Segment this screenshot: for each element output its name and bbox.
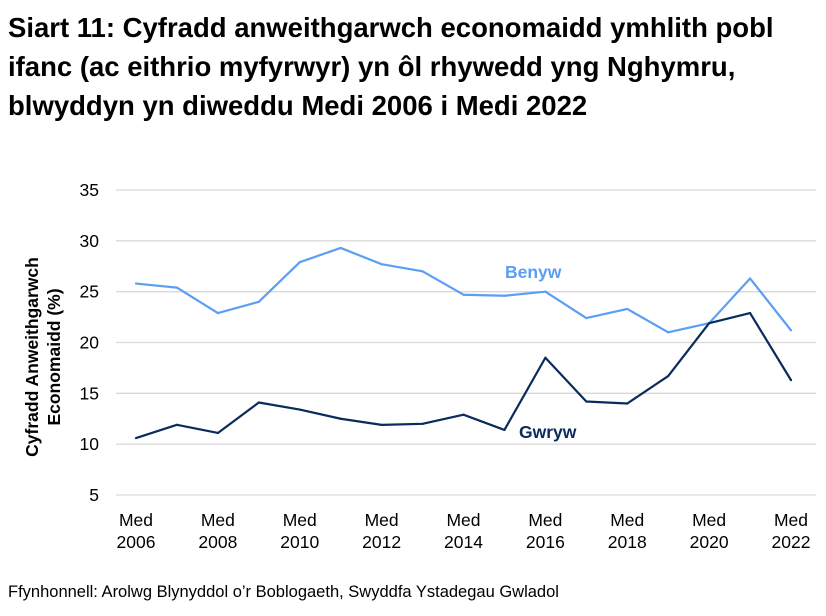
data-point-gwryw: [175, 423, 179, 426]
x-tick-label: Med: [528, 510, 562, 530]
data-point-benyw: [257, 300, 260, 303]
series-label-gwryw: Gwryw: [519, 422, 577, 442]
x-tick-label: 2020: [690, 532, 729, 552]
x-tick-label: Med: [446, 510, 480, 530]
x-tick-label: Med: [692, 510, 726, 530]
y-tick-label: 15: [80, 383, 99, 403]
data-point-gwryw: [789, 379, 793, 382]
x-tick-label: 2006: [117, 532, 156, 552]
data-point-benyw: [626, 307, 629, 311]
data-point-benyw: [339, 246, 342, 250]
x-tick-label: 2010: [280, 532, 319, 552]
x-tick-label: Med: [119, 510, 153, 530]
data-point-gwryw: [462, 413, 465, 416]
y-tick-label: 35: [80, 180, 99, 200]
chart-title: Siart 11: Cyfradd anweithgarwch economai…: [8, 12, 774, 121]
data-point-benyw: [667, 331, 670, 334]
data-point-benyw: [789, 329, 793, 332]
data-point-benyw: [462, 293, 465, 296]
data-point-gwryw: [257, 401, 260, 404]
x-tick-label: 2022: [772, 532, 811, 552]
data-point-gwryw: [380, 423, 383, 426]
data-point-gwryw: [585, 400, 588, 403]
x-tick-label: Med: [201, 510, 235, 530]
data-point-benyw: [380, 263, 383, 266]
data-point-gwryw: [134, 436, 138, 440]
x-tick-label: Med: [774, 510, 808, 530]
data-point-benyw: [585, 317, 588, 320]
series-label-benyw: Benyw: [505, 262, 562, 282]
x-tick-label: 2016: [526, 532, 565, 552]
source-note: Ffynhonnell: Arolwg Blynyddol o’r Boblog…: [8, 583, 559, 601]
x-tick-label: Med: [283, 510, 317, 530]
data-point-gwryw: [298, 408, 301, 411]
y-axis-label: Economaidd (%): [44, 288, 64, 425]
y-tick-label: 30: [80, 231, 100, 251]
data-point-gwryw: [216, 431, 219, 435]
data-point-benyw: [503, 294, 506, 297]
data-point-benyw: [544, 290, 547, 293]
data-point-gwryw: [748, 311, 752, 315]
x-tick-label: 2012: [362, 532, 401, 552]
y-tick-label: 25: [80, 282, 99, 302]
data-point-gwryw: [708, 322, 711, 325]
x-tick-label: 2008: [198, 532, 237, 552]
data-point-benyw: [134, 282, 138, 285]
data-point-benyw: [298, 261, 301, 264]
y-tick-label: 5: [89, 485, 99, 505]
y-axis-label: Cyfradd Anweithgarwch: [22, 257, 42, 457]
data-point-benyw: [748, 277, 752, 280]
data-point-gwryw: [544, 356, 547, 359]
data-point-benyw: [421, 270, 424, 273]
data-point-gwryw: [503, 428, 506, 432]
x-tick-label: 2014: [444, 532, 483, 552]
x-tick-label: Med: [610, 510, 644, 530]
data-point-benyw: [175, 286, 179, 289]
x-tick-label: 2018: [608, 532, 647, 552]
series-line-benyw: [135, 246, 792, 334]
data-point-gwryw: [339, 417, 342, 420]
data-point-gwryw: [667, 374, 670, 378]
x-tick-label: Med: [365, 510, 399, 530]
series-line-gwryw: [135, 311, 792, 440]
y-tick-label: 20: [80, 333, 100, 353]
y-tick-label: 10: [80, 434, 100, 454]
data-point-gwryw: [626, 402, 629, 405]
data-point-benyw: [216, 311, 219, 315]
data-point-gwryw: [421, 422, 424, 425]
